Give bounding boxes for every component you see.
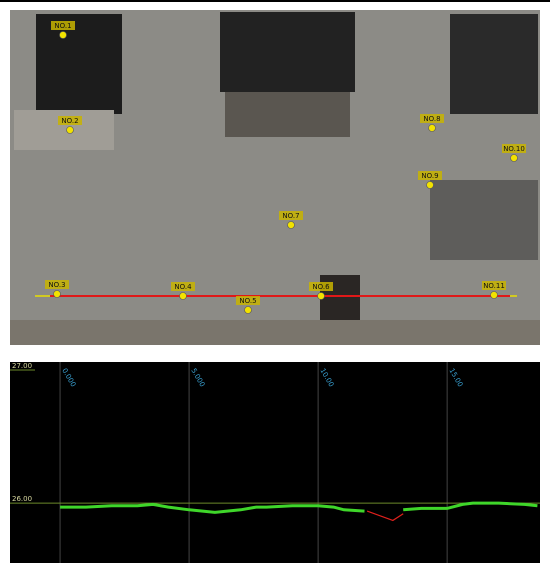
opening bbox=[220, 12, 355, 92]
point-label: NO.5 bbox=[239, 297, 256, 305]
point-label: NO.11 bbox=[483, 282, 505, 290]
point-marker bbox=[245, 307, 252, 314]
wet-area bbox=[430, 180, 538, 260]
screen: NO.1 NO.2 NO.3 NO.4 NO.5 NO.6 NO.7 NO.8 NO.9 NO.1… bbox=[0, 0, 550, 563]
shadow bbox=[450, 14, 538, 114]
point-marker bbox=[54, 291, 61, 298]
point-label: NO.4 bbox=[174, 283, 192, 291]
edge bbox=[10, 320, 540, 345]
aerial-photo: NO.1 NO.2 NO.3 NO.4 NO.5 NO.6 NO.7 NO.8 NO.9 NO.1… bbox=[10, 10, 540, 345]
point-marker bbox=[67, 127, 74, 134]
shadow bbox=[36, 14, 122, 114]
point-marker bbox=[511, 155, 518, 162]
y-tick-label: 26.00 bbox=[12, 495, 32, 503]
point-label: NO.10 bbox=[503, 145, 525, 153]
point-marker bbox=[491, 292, 498, 299]
point-marker bbox=[288, 222, 295, 229]
point-marker bbox=[180, 293, 187, 300]
point-label: NO.8 bbox=[423, 115, 440, 123]
point-label: NO.1 bbox=[54, 22, 71, 30]
point-marker bbox=[427, 182, 434, 189]
point-label: NO.3 bbox=[48, 281, 65, 289]
y-tick-label: 27.00 bbox=[12, 362, 32, 370]
point-label: NO.9 bbox=[421, 172, 438, 180]
point-label: NO.2 bbox=[61, 117, 78, 125]
point-label: NO.7 bbox=[282, 212, 299, 220]
point-label: NO.6 bbox=[312, 283, 330, 291]
point-marker bbox=[429, 125, 436, 132]
profile-panel bbox=[10, 362, 540, 563]
point-marker bbox=[318, 293, 325, 300]
point-marker bbox=[60, 32, 67, 39]
stairs bbox=[225, 92, 350, 137]
page: NO.1 NO.2 NO.3 NO.4 NO.5 NO.6 NO.7 NO.8 NO.9 NO.1… bbox=[0, 0, 550, 563]
